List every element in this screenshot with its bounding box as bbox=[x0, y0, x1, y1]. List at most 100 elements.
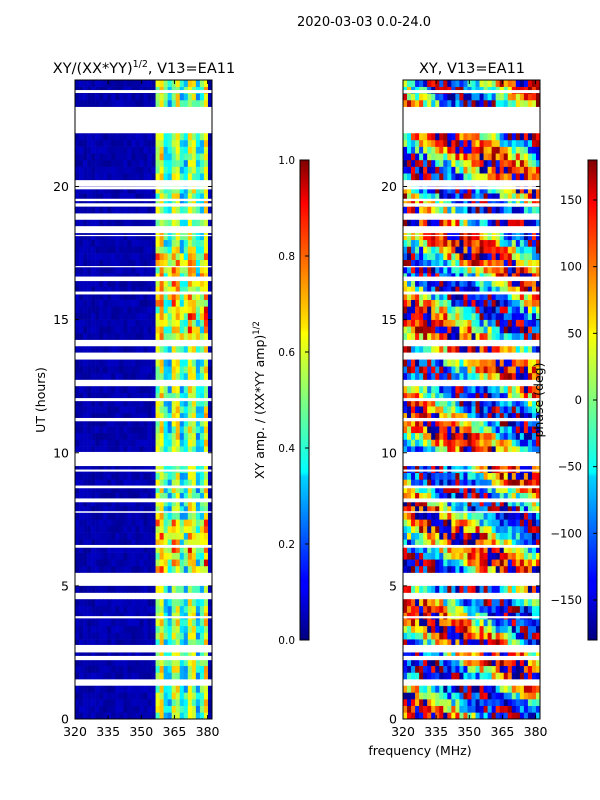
panel1-cell bbox=[123, 632, 128, 640]
panel2-cell bbox=[443, 612, 448, 620]
panel1-cell bbox=[147, 612, 152, 620]
panel1-cell bbox=[191, 392, 197, 400]
panel1-cell bbox=[123, 665, 128, 673]
panel1-cell bbox=[163, 479, 168, 487]
panel1-cell bbox=[99, 133, 104, 141]
panel1-cell bbox=[175, 239, 181, 247]
panel1-cell bbox=[171, 619, 177, 627]
panel1-cell bbox=[95, 585, 100, 593]
panel2-cell bbox=[431, 439, 436, 447]
panel1-cell bbox=[139, 279, 144, 287]
panel1-cell bbox=[199, 639, 205, 647]
panel2-cell bbox=[471, 692, 476, 700]
panel1-cell bbox=[127, 186, 132, 194]
panel1-cell bbox=[111, 612, 116, 620]
panel1-cell bbox=[75, 652, 80, 660]
panel2-cell bbox=[471, 639, 476, 647]
panel1-cell bbox=[95, 133, 100, 141]
panel2-cell bbox=[531, 326, 537, 334]
panel1-cell bbox=[191, 506, 197, 513]
panel1-cell bbox=[79, 419, 84, 427]
panel1-cell bbox=[79, 319, 84, 327]
panel2-cell bbox=[523, 479, 529, 487]
panel2-cell bbox=[447, 532, 452, 540]
panel1-cell bbox=[187, 685, 193, 693]
panel1-cell bbox=[95, 346, 100, 354]
panel1-cell bbox=[91, 446, 96, 454]
panel2-cell bbox=[499, 672, 505, 680]
panel2-cell bbox=[523, 659, 529, 667]
panel1-cell bbox=[131, 692, 136, 700]
panel1-cell bbox=[119, 293, 124, 300]
panel1-cell bbox=[123, 146, 128, 154]
panel1-cell bbox=[147, 133, 152, 141]
panel1-cell bbox=[91, 486, 96, 493]
panel1-cell bbox=[99, 299, 104, 307]
panel2-cell bbox=[503, 479, 509, 487]
panel1-cell bbox=[127, 559, 132, 567]
panel1-flagged-row bbox=[75, 127, 212, 132]
panel2-cell bbox=[403, 286, 408, 294]
panel1-cell bbox=[195, 80, 201, 87]
panel2-cell bbox=[503, 519, 509, 527]
panel1-cell bbox=[175, 266, 181, 274]
panel2-cell bbox=[479, 386, 484, 394]
panel1-cell bbox=[83, 659, 88, 667]
panel1-cell bbox=[99, 552, 104, 560]
panel1-cell bbox=[175, 233, 181, 241]
panel1-cell bbox=[187, 612, 193, 620]
panel2-cell bbox=[443, 705, 448, 713]
panel1-cell bbox=[167, 386, 173, 394]
panel1-cell bbox=[203, 299, 209, 307]
panel2-cell bbox=[455, 506, 460, 513]
panel2-cell bbox=[423, 239, 428, 247]
panel1-cell bbox=[115, 552, 120, 560]
panel2-cell bbox=[531, 499, 537, 507]
panel2-cell bbox=[499, 273, 505, 280]
panel2-cell bbox=[423, 512, 428, 520]
panel1-cell bbox=[91, 326, 96, 334]
panel1-cell bbox=[107, 652, 112, 660]
panel2-cell bbox=[427, 519, 432, 527]
panel2-cell bbox=[423, 293, 428, 300]
panel1-cell bbox=[203, 259, 209, 267]
panel2-cell bbox=[527, 346, 533, 354]
panel1-cell bbox=[159, 419, 164, 427]
panel2-cell bbox=[455, 326, 460, 334]
panel2-cell bbox=[435, 692, 440, 700]
panel2-cell bbox=[451, 559, 456, 567]
panel1-cell bbox=[179, 605, 185, 613]
panel1-cell bbox=[199, 312, 205, 320]
panel2-cell bbox=[519, 486, 525, 493]
panel1-cell bbox=[195, 599, 201, 607]
panel1-cell bbox=[111, 406, 116, 414]
panel1-cell bbox=[163, 80, 168, 87]
panel2-cell bbox=[535, 412, 541, 420]
panel1-cell bbox=[187, 712, 193, 720]
panel2-cell bbox=[531, 372, 537, 380]
panel1-cell bbox=[103, 186, 108, 194]
panel1-cell bbox=[99, 80, 104, 87]
panel1-cell bbox=[167, 585, 173, 593]
panel2-cell bbox=[495, 659, 501, 667]
panel1-cell bbox=[103, 479, 108, 487]
panel1-cell bbox=[115, 466, 120, 474]
panel1-cell bbox=[187, 699, 193, 706]
panel2-cell bbox=[435, 206, 440, 214]
panel1-cell bbox=[131, 406, 136, 414]
panel2-cell bbox=[439, 512, 444, 520]
panel2-cell bbox=[475, 306, 480, 314]
panel1-cell bbox=[119, 486, 124, 493]
panel1-cell bbox=[123, 652, 128, 660]
panel1-cell bbox=[183, 486, 189, 493]
panel2-cell bbox=[439, 712, 444, 720]
panel2-cell bbox=[491, 652, 496, 660]
panel1-cell bbox=[107, 419, 112, 427]
panel2-cell bbox=[491, 426, 496, 434]
panel2-cell bbox=[527, 692, 533, 700]
panel1-cell bbox=[187, 412, 193, 420]
panel2-cell bbox=[423, 233, 428, 241]
panel2-cell bbox=[495, 665, 501, 673]
panel2-cell bbox=[499, 472, 505, 480]
panel2-cell bbox=[511, 392, 517, 400]
